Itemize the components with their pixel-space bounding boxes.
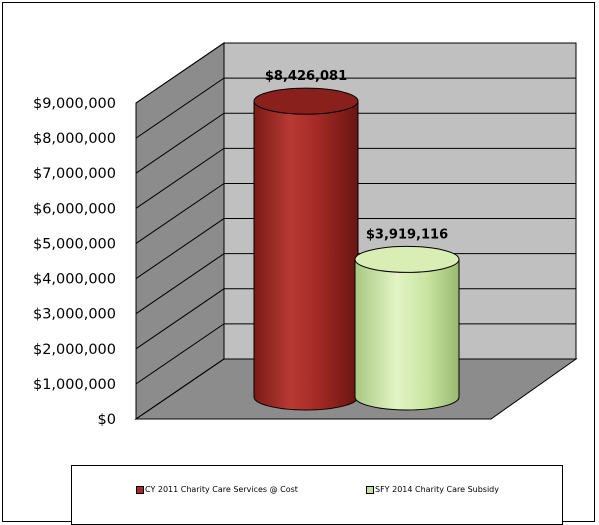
bar-top [253, 87, 359, 115]
bar-body [253, 100, 359, 411]
y-tick-label: $6,000,000 [33, 201, 116, 217]
y-tick-label: $3,000,000 [33, 307, 116, 323]
bar-body [354, 258, 460, 411]
gridline [135, 42, 576, 104]
bars [253, 87, 460, 411]
y-axis-tick-labels: $0 $1,000,000 $2,000,000 $3,000,000 $4,000,0… [33, 96, 116, 428]
legend: CY 2011 Charity Care Services @ Cost SFY… [71, 465, 563, 525]
y-tick-label: $5,000,000 [33, 236, 116, 252]
y-tick-label: $2,000,000 [33, 342, 116, 358]
gridline [135, 253, 576, 315]
bar-cy-2011 [253, 87, 359, 411]
gridline [135, 112, 576, 174]
gridline [135, 182, 576, 244]
legend-label-sfy-2014: SFY 2014 Charity Care Subsidy [375, 485, 499, 494]
data-labels: $8,426,081 $3,919,116 [265, 69, 448, 242]
y-tick-label: $1,000,000 [33, 377, 116, 393]
data-label: $3,919,116 [366, 227, 448, 242]
bar-chart: $0 $1,000,000 $2,000,000 $3,000,000 $4,000,0… [33, 42, 578, 428]
legend-item-cy-2011: CY 2011 Charity Care Services @ Cost [136, 485, 298, 494]
data-label: $8,426,081 [265, 69, 347, 84]
gridline [135, 147, 576, 209]
gridline [135, 77, 576, 139]
y-tick-label: $9,000,000 [33, 96, 116, 112]
y-tick-label: $0 [98, 412, 116, 428]
y-tick-label: $8,000,000 [33, 131, 116, 147]
legend-swatch-cy-2011 [136, 485, 144, 494]
bar-sfy-2014 [354, 245, 460, 411]
gridline [135, 218, 576, 279]
legend-label-cy-2011: CY 2011 Charity Care Services @ Cost [145, 485, 298, 494]
legend-item-sfy-2014: SFY 2014 Charity Care Subsidy [366, 485, 499, 494]
side-wall [135, 42, 225, 420]
bar-top [354, 245, 460, 273]
y-tick-label: $4,000,000 [33, 272, 116, 288]
legend-swatch-sfy-2014 [366, 485, 374, 494]
y-tick-label: $7,000,000 [33, 166, 116, 182]
